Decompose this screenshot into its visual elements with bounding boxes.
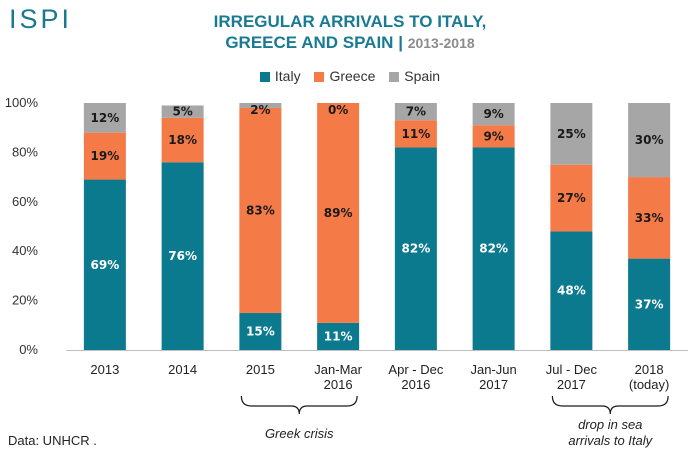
bar-italy bbox=[83, 179, 126, 350]
bar-greece bbox=[394, 120, 437, 148]
bar-spain bbox=[550, 103, 593, 165]
data-label-italy: 76% bbox=[168, 249, 197, 263]
x-tick-label: 2016 bbox=[324, 377, 353, 392]
data-label-spain: 25% bbox=[557, 127, 586, 141]
data-label-italy: 69% bbox=[91, 258, 120, 272]
x-tick-label: 2014 bbox=[168, 362, 197, 377]
annotation-label: drop in sea bbox=[578, 417, 642, 432]
annotation-label: Greek crisis bbox=[265, 426, 334, 441]
bar-italy bbox=[550, 231, 593, 350]
x-tick-label: (today) bbox=[629, 377, 669, 392]
x-tick-label: 2018 bbox=[635, 362, 664, 377]
bar-spain bbox=[239, 103, 282, 108]
data-label-greece: 27% bbox=[557, 191, 586, 205]
bar-greece bbox=[239, 107, 282, 313]
bar-spain bbox=[472, 103, 515, 126]
y-tick-label: 60% bbox=[12, 194, 38, 209]
data-label-greece: 89% bbox=[324, 206, 353, 220]
data-label-italy: 37% bbox=[635, 297, 664, 311]
data-label-greece: 18% bbox=[168, 133, 197, 147]
bar-greece bbox=[317, 103, 360, 323]
data-label-italy: 48% bbox=[557, 284, 586, 298]
legend-swatch-italy bbox=[259, 72, 270, 82]
data-label-italy: 82% bbox=[479, 242, 508, 256]
bar-greece bbox=[83, 132, 126, 180]
legend-label-italy: Italy bbox=[274, 68, 301, 84]
bar-greece bbox=[472, 125, 515, 148]
bar-italy bbox=[317, 322, 360, 350]
bar-spain bbox=[628, 103, 671, 178]
legend-item-spain: Spain bbox=[389, 68, 440, 84]
data-label-italy: 82% bbox=[402, 242, 431, 256]
legend-item-greece: Greece bbox=[314, 68, 375, 84]
x-tick-label: Jan-Jun bbox=[471, 362, 517, 377]
bar-italy bbox=[161, 162, 204, 350]
bar-spain bbox=[394, 103, 437, 121]
bar-spain bbox=[83, 103, 126, 133]
x-tick-label: Jan-Mar bbox=[314, 362, 362, 377]
bar-greece bbox=[550, 164, 593, 232]
bar-italy bbox=[472, 147, 515, 350]
chart-title-years: 2013-2018 bbox=[407, 35, 475, 51]
annotation-brace bbox=[551, 395, 669, 415]
legend-label-spain: Spain bbox=[404, 68, 441, 84]
data-source-note: Data: UNHCR . bbox=[8, 433, 97, 448]
x-tick-label: 2017 bbox=[557, 377, 586, 392]
data-label-spain: 30% bbox=[635, 133, 664, 147]
x-tick-label: 2016 bbox=[401, 377, 430, 392]
chart-title-separator: | bbox=[398, 33, 403, 52]
chart-title-line2: GREECE AND SPAIN | 2013-2018 bbox=[0, 33, 700, 53]
legend-label-greece: Greece bbox=[329, 68, 376, 84]
y-tick-label: 20% bbox=[12, 293, 38, 308]
bar-italy bbox=[239, 312, 282, 350]
data-label-spain: 5% bbox=[172, 105, 192, 119]
legend-swatch-greece bbox=[314, 72, 325, 82]
bar-greece bbox=[161, 117, 204, 163]
x-tick-label: 2017 bbox=[479, 377, 508, 392]
data-label-italy: 11% bbox=[324, 329, 353, 343]
chart-title-countries: GREECE AND SPAIN bbox=[225, 33, 394, 52]
data-label-greece: 33% bbox=[635, 211, 664, 225]
x-tick-label: 2013 bbox=[90, 362, 119, 377]
annotation-label: arrivals to Italy bbox=[568, 433, 653, 448]
y-tick-label: 100% bbox=[5, 95, 39, 110]
bar-spain bbox=[161, 105, 204, 118]
x-tick-label: 2015 bbox=[246, 362, 275, 377]
bar-greece bbox=[628, 177, 671, 259]
x-tick-label: Apr - Dec bbox=[388, 362, 443, 377]
x-tick-label: Jul - Dec bbox=[546, 362, 598, 377]
bar-italy bbox=[628, 258, 671, 350]
data-label-greece: 11% bbox=[402, 127, 431, 141]
data-label-spain: 0% bbox=[328, 103, 348, 117]
y-tick-label: 0% bbox=[19, 342, 38, 357]
data-label-greece: 83% bbox=[246, 203, 275, 217]
data-label-spain: 9% bbox=[483, 107, 503, 121]
y-tick-label: 80% bbox=[12, 144, 38, 159]
data-label-spain: 2% bbox=[250, 103, 270, 117]
data-label-greece: 9% bbox=[483, 129, 503, 143]
bar-italy bbox=[394, 147, 437, 350]
annotation-brace bbox=[240, 395, 358, 415]
legend-item-italy: Italy bbox=[259, 68, 301, 84]
data-label-spain: 12% bbox=[91, 111, 120, 125]
chart-title-line1: IRREGULAR ARRIVALS TO ITALY, bbox=[213, 12, 487, 31]
chart-legend: Italy Greece Spain bbox=[0, 68, 700, 84]
data-label-greece: 19% bbox=[91, 149, 120, 163]
data-label-spain: 7% bbox=[406, 105, 426, 119]
y-tick-label: 40% bbox=[12, 243, 38, 258]
legend-swatch-spain bbox=[389, 72, 400, 82]
data-label-italy: 15% bbox=[246, 324, 275, 338]
ispi-logo: ISPI bbox=[9, 4, 73, 34]
